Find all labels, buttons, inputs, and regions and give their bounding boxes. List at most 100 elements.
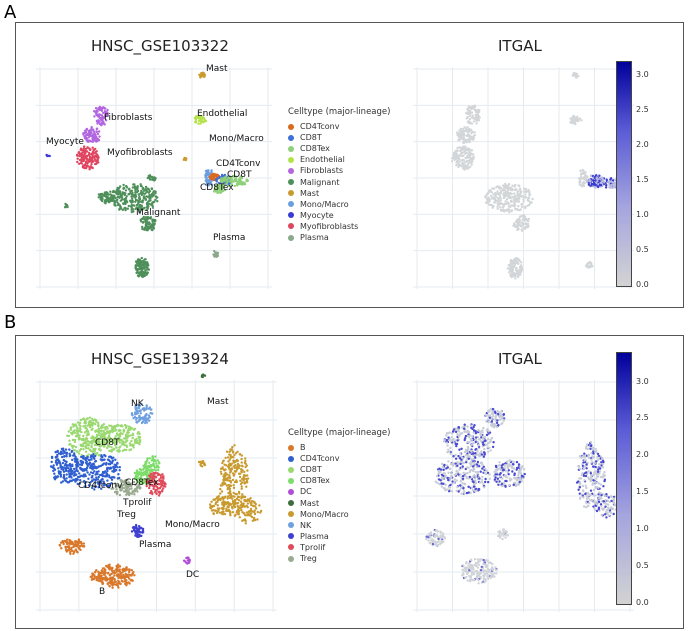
- colorbar-tick-label: 1.0: [636, 210, 649, 219]
- cluster-label: Mono/Macro: [165, 520, 220, 530]
- legend-label: CD4Tconv: [300, 454, 340, 464]
- legend-label: Myofibroblasts: [300, 221, 359, 231]
- panel-a-right-title: ITGAL: [498, 37, 542, 55]
- colorbar-tick-label: 0.5: [636, 561, 649, 571]
- legend-swatch: [288, 134, 294, 141]
- legend-swatch: [288, 477, 294, 484]
- cluster-label: Tprolif: [122, 498, 152, 508]
- legend-swatch: [288, 156, 294, 163]
- legend-item: Mono/Macro: [288, 509, 390, 520]
- legend-swatch: [288, 511, 294, 518]
- points-a: [45, 71, 249, 278]
- legend-swatch: [288, 223, 294, 230]
- legend-item: Tprolif: [288, 542, 390, 553]
- legend-swatch: [288, 466, 294, 473]
- cluster-label: Mast: [206, 64, 228, 74]
- cluster-label: Plasma: [139, 540, 171, 550]
- cluster-label: CD4Tconv: [216, 159, 261, 169]
- panel-letter-a: A: [4, 2, 17, 23]
- colorbar-b: [616, 352, 632, 605]
- colorbar-tick-label: 0.0: [636, 598, 649, 607]
- colorbar-tick-label: 2.5: [636, 105, 649, 114]
- legend-item: Mono/Macro: [288, 199, 390, 210]
- colorbar-tick-label: 3.0: [636, 376, 649, 386]
- legend-label: Mast: [300, 498, 320, 508]
- cluster-label: Malignant: [136, 208, 181, 218]
- panel-b-right-title: ITGAL: [498, 350, 542, 368]
- expression-plot-b: [413, 380, 634, 612]
- legend-label: Plasma: [300, 233, 329, 243]
- legend-swatch: [288, 212, 294, 219]
- legend-b: Celltype (major-lineage) B CD4Tconv CD8T CD…: [288, 428, 390, 564]
- legend-label: Myocyte: [300, 210, 334, 220]
- legend-title-a: Celltype (major-lineage): [288, 107, 391, 117]
- expression-plot-a: [413, 67, 634, 289]
- cluster-label: B: [99, 587, 105, 597]
- colorbar-tick-label: 1.5: [636, 175, 649, 184]
- legend-swatch: [288, 123, 294, 130]
- legend-label: Fibroblasts: [300, 166, 344, 176]
- colorbar-tick-label: 2.5: [636, 413, 649, 423]
- cluster-label: DC: [186, 570, 199, 580]
- colorbar-tick-label: 0.5: [636, 245, 649, 254]
- cluster-label: Myofibroblasts: [107, 148, 173, 158]
- cluster-label: CD8T: [227, 170, 252, 180]
- legend-label: CD8Tex: [300, 476, 330, 486]
- legend-item: NK: [288, 520, 390, 531]
- legend-item: Plasma: [288, 531, 390, 542]
- cluster-label: Fibroblasts: [104, 113, 153, 123]
- legend-swatch: [288, 489, 294, 496]
- legend-swatch: [288, 455, 294, 462]
- legend-label: Tprolif: [300, 542, 326, 552]
- legend-label: Mono/Macro: [300, 509, 349, 519]
- colorbar-tick-label: 1.0: [636, 524, 649, 534]
- legend-label: CD8Tex: [300, 144, 330, 154]
- colorbar-tick-label: 0.0: [636, 280, 649, 289]
- legend-swatch: [288, 500, 294, 507]
- panel-b: HNSC_GSE139324 ITGAL NK Mast CD8T CD8Tex CD4…: [15, 335, 684, 629]
- legend-label: CD8T: [300, 133, 322, 143]
- legend-swatch: [288, 190, 294, 197]
- colorbar-tick-label: 3.0: [636, 70, 649, 79]
- cluster-label: CD8Tex: [125, 478, 159, 488]
- legend-item: Mast: [288, 498, 390, 509]
- cluster-label: Mast: [207, 397, 229, 407]
- legend-swatch: [288, 444, 294, 451]
- legend-swatch: [288, 544, 294, 551]
- legend-item: Endothelial: [288, 154, 390, 165]
- legend-label: B: [300, 443, 306, 453]
- legend-swatch: [288, 533, 294, 540]
- cluster-label: Treg: [116, 510, 136, 520]
- legend-item: Mast: [288, 188, 390, 199]
- legend-item: CD8Tex: [288, 143, 390, 154]
- legend-label: Mast: [300, 188, 320, 198]
- legend-item: Treg: [288, 553, 390, 564]
- legend-item: CD4Tconv: [288, 453, 390, 464]
- cluster-label: CD8T: [95, 438, 120, 448]
- legend-label: Endothelial: [300, 155, 345, 165]
- legend-label: DC: [300, 487, 312, 497]
- legend-title-b: Celltype (major-lineage): [288, 428, 391, 438]
- legend-label: CD8T: [300, 465, 322, 475]
- legend-swatch: [288, 522, 294, 529]
- legend-swatch: [288, 145, 294, 152]
- cluster-label: Plasma: [213, 233, 245, 243]
- legend-item: Myocyte: [288, 210, 390, 221]
- legend-label: CD4Tconv: [300, 122, 340, 132]
- legend-item: Myofibroblasts: [288, 221, 390, 232]
- cluster-label: Endothelial: [197, 109, 247, 119]
- cluster-label: CD8Tex: [200, 183, 234, 193]
- legend-swatch: [288, 234, 294, 241]
- expression-points-a: [450, 71, 626, 280]
- legend-label: Malignant: [300, 177, 340, 187]
- colorbar-tick-label: 1.5: [636, 487, 649, 497]
- legend-item: Malignant: [288, 177, 390, 188]
- legend-item: CD8T: [288, 132, 390, 143]
- legend-swatch: [288, 201, 294, 208]
- legend-label: Plasma: [300, 531, 329, 541]
- legend-swatch: [288, 555, 294, 562]
- legend-swatch: [288, 168, 294, 175]
- legend-item: DC: [288, 486, 390, 497]
- cluster-label: NK: [131, 399, 145, 409]
